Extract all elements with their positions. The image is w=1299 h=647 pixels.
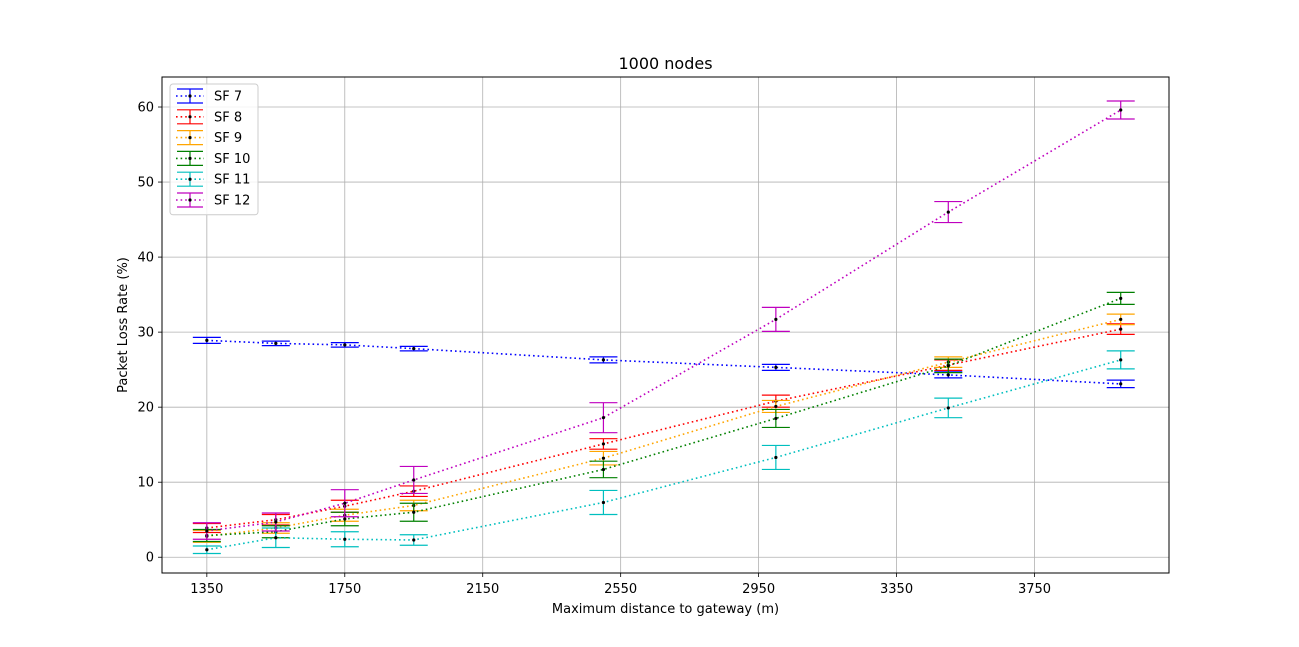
data-point — [774, 416, 778, 421]
data-point — [1119, 317, 1123, 321]
series-sf-11 — [192, 350, 1135, 555]
y-tick-label: 60 — [137, 101, 154, 116]
legend-label: SF 8 — [214, 110, 242, 125]
legend-item: SF 10 — [176, 150, 250, 167]
y-tick-label: 30 — [137, 326, 154, 341]
series-line — [206, 328, 1121, 529]
data-point — [774, 317, 778, 321]
data-point — [1119, 296, 1123, 300]
x-tick-label: 2150 — [466, 582, 499, 597]
y-tick-label: 10 — [137, 476, 154, 491]
legend-item: SF 9 — [176, 130, 242, 146]
data-point — [601, 442, 606, 446]
data-point — [601, 467, 606, 472]
grid — [162, 77, 1169, 573]
data-point — [946, 210, 950, 214]
data-point — [274, 341, 278, 345]
series-sf-8 — [192, 323, 1135, 534]
y-tick-label: 0 — [146, 551, 154, 566]
x-axis-label: Maximum distance to gateway (m) — [552, 602, 779, 617]
legend-marker — [188, 136, 192, 140]
legend-label: SF 7 — [214, 90, 242, 105]
data-point — [1119, 327, 1123, 331]
legend: SF 7 SF 8 SF 9 SF 10 SF 11 SF 12 — [169, 83, 259, 216]
y-axis-label: Packet Loss Rate (%) — [116, 257, 131, 393]
y-tick-label: 40 — [137, 251, 154, 266]
data-point — [343, 501, 347, 505]
data-point — [601, 358, 606, 362]
y-axis: 0 10 20 30 40 50 60 — [137, 101, 162, 566]
data-point — [1119, 382, 1123, 386]
x-tick-label: 1750 — [328, 582, 361, 597]
data-point — [946, 373, 950, 377]
data-point — [1119, 108, 1123, 112]
legend-item: SF 12 — [176, 192, 250, 209]
series-layer — [192, 100, 1135, 555]
legend-marker — [188, 115, 192, 119]
data-point — [205, 338, 209, 342]
x-tick-label: 2550 — [604, 582, 637, 597]
data-point — [946, 364, 950, 368]
data-point — [601, 456, 606, 460]
data-point — [343, 343, 347, 347]
legend-label: SF 9 — [214, 131, 242, 146]
data-point — [205, 548, 209, 552]
legend-marker — [188, 156, 192, 160]
data-point — [412, 347, 416, 351]
data-point — [274, 536, 278, 540]
series-line — [206, 297, 1122, 537]
x-tick-label: 3750 — [1018, 582, 1051, 597]
legend-item: SF 11 — [176, 171, 250, 188]
legend-marker — [188, 198, 192, 202]
data-point — [1119, 358, 1123, 362]
series-sf-12 — [192, 100, 1135, 540]
data-point — [601, 416, 606, 420]
legend-item: SF 8 — [176, 109, 242, 125]
data-point — [412, 538, 416, 542]
data-point — [412, 510, 416, 514]
x-tick-label: 3350 — [880, 582, 913, 597]
data-point — [205, 529, 209, 533]
plot-area — [161, 76, 1170, 574]
data-point — [412, 478, 416, 482]
x-tick-label: 2950 — [742, 582, 775, 597]
legend-box — [169, 83, 259, 216]
data-point — [774, 404, 778, 409]
data-point — [343, 517, 347, 521]
series-line — [206, 359, 1121, 551]
data-point — [343, 537, 347, 541]
data-point — [274, 520, 278, 524]
chart-title: 1000 nodes — [618, 54, 712, 73]
legend-marker — [188, 177, 192, 181]
legend-label: SF 11 — [214, 173, 250, 188]
y-tick-label: 20 — [137, 401, 154, 416]
series-line — [206, 339, 1121, 385]
x-tick-label: 1350 — [190, 582, 223, 597]
y-tick-label: 50 — [137, 176, 154, 191]
legend-marker — [188, 94, 192, 98]
legend-label: SF 12 — [214, 194, 250, 209]
series-sf-7 — [192, 336, 1135, 389]
data-point — [774, 455, 778, 460]
x-axis: 1350 1750 2150 2550 2950 3350 3750 — [190, 573, 1051, 597]
legend-item: SF 7 — [176, 88, 242, 105]
series-sf-10 — [192, 291, 1135, 543]
series-line — [206, 109, 1122, 532]
data-point — [774, 365, 778, 369]
data-point — [601, 500, 606, 505]
data-point — [946, 406, 950, 410]
legend-label: SF 10 — [214, 152, 250, 167]
